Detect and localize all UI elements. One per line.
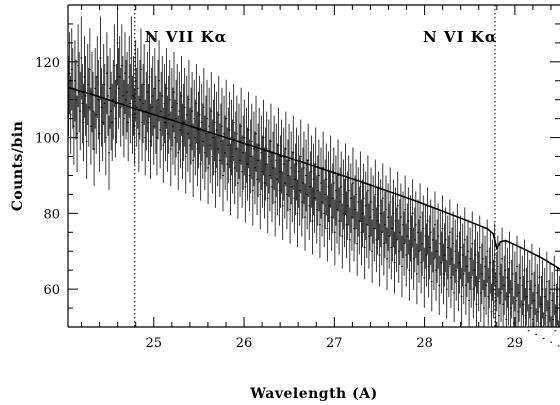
model-line xyxy=(67,86,560,270)
x-tick-label: 28 xyxy=(416,336,433,351)
x-axis-label: Wavelength (A) xyxy=(249,386,377,402)
y-axis-label: Counts/bin xyxy=(10,121,26,212)
x-tick-label: 29 xyxy=(507,336,524,351)
y-tick-label: 80 xyxy=(43,207,60,222)
model-layer xyxy=(67,86,560,270)
axes: 25 26 27 28 29 60 80 100 120 xyxy=(35,4,560,351)
reference-line-label: N VI Kα xyxy=(423,28,497,46)
x-tick-label: 26 xyxy=(236,336,253,351)
reference-lines: N VII Kα N VI Kα xyxy=(134,5,497,327)
data-layer xyxy=(67,5,560,347)
y-tick-label: 60 xyxy=(43,283,60,298)
x-tick-label: 27 xyxy=(326,336,343,351)
y-tick-label: 100 xyxy=(35,132,60,147)
x-tick-label: 25 xyxy=(145,336,162,351)
reference-line-label: N VII Kα xyxy=(145,28,227,46)
y-tick-label: 120 xyxy=(35,56,60,71)
